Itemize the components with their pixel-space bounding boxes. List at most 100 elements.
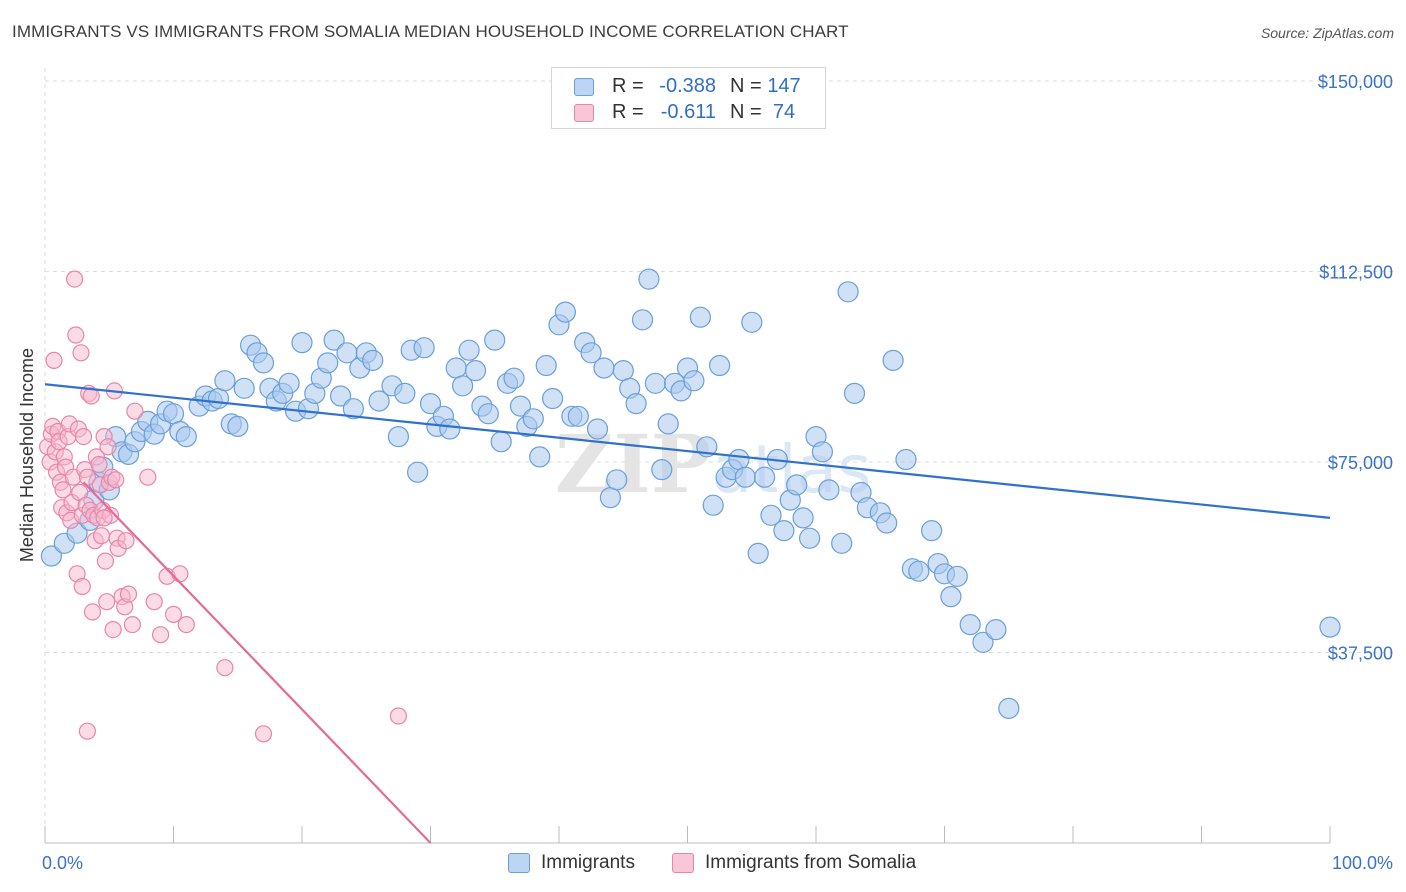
legend-r-value: -0.611 (660, 101, 716, 123)
immigrants-point (484, 329, 506, 351)
immigrants-point (477, 403, 499, 425)
immigrants-point (972, 631, 994, 653)
immigrants-point (580, 342, 602, 364)
immigrants-point (464, 360, 487, 382)
legend-n-value: 147 (767, 75, 801, 97)
immigrants-point (644, 372, 667, 394)
immigrants-point (946, 565, 968, 587)
immigrants-point (753, 466, 776, 488)
somalia-point (126, 402, 144, 420)
immigrants-point (908, 560, 930, 582)
immigrants-point (786, 474, 808, 496)
immigrants-point (625, 393, 647, 415)
series-legend-label: Immigrants (541, 852, 635, 873)
immigrants-point (651, 459, 673, 481)
immigrants-point (40, 545, 63, 567)
y-tick-label: $150,000 (1318, 72, 1393, 92)
somalia-point (164, 605, 183, 624)
legend-swatch-pink (574, 104, 594, 122)
immigrants-point (162, 403, 185, 425)
somalia-point (95, 509, 113, 527)
somalia-point (54, 481, 72, 499)
legend-r-label: R = (612, 101, 644, 123)
immigrants-point (522, 408, 544, 430)
somalia-point (117, 532, 135, 550)
somalia-point (254, 725, 273, 743)
somalia-point (73, 577, 91, 596)
immigrants-point (207, 387, 230, 410)
series-legend-label: Immigrants from Somalia (705, 852, 917, 873)
series-swatch-blue (508, 853, 530, 873)
immigrants-point (368, 390, 390, 412)
immigrants-point (631, 309, 654, 331)
x-tick-label: 0.0% (42, 853, 83, 873)
immigrants-point (606, 469, 628, 491)
legend-r-label: R = (612, 75, 644, 97)
somalia-trend-line (82, 481, 432, 844)
immigrants-point (985, 618, 1007, 641)
immigrants-point (330, 385, 352, 407)
correlation-legend: R = -0.388 N = 147 R = -0.611 N = 74 (551, 67, 826, 129)
immigrants-point (342, 398, 364, 420)
immigrants-point (323, 329, 345, 351)
somalia-point (171, 565, 189, 583)
immigrants-point (638, 268, 660, 290)
immigrants-point (741, 311, 763, 333)
watermark: ZIP atlas (555, 417, 872, 511)
immigrants-point (535, 354, 557, 377)
somalia-point (152, 626, 170, 644)
immigrants-point (439, 418, 461, 440)
immigrants-point (490, 431, 512, 453)
y-axis-label: Median Household Income (17, 348, 37, 562)
series-legend: Immigrants Immigrants from Somalia (0, 851, 1406, 879)
y-tick-label: $37,500 (1328, 644, 1393, 664)
series-swatch-pink (672, 853, 694, 873)
legend-row-somalia: R = -0.611 N = 74 (574, 101, 824, 127)
somalia-point (83, 603, 102, 621)
somalia-point (145, 593, 163, 611)
immigrants-point (831, 532, 853, 554)
immigrants-point (940, 585, 962, 608)
somalia-point (45, 351, 63, 369)
immigrants-point (458, 339, 480, 361)
somalia-point (72, 344, 90, 362)
immigrants-point (419, 393, 442, 415)
immigrants-point (252, 352, 275, 374)
immigrants-point (876, 512, 898, 534)
somalia-point (74, 428, 93, 446)
legend-row-immigrants: R = -0.388 N = 147 (574, 75, 824, 101)
trend-lines (44, 383, 1331, 844)
y-tick-label: $75,000 (1328, 453, 1393, 473)
immigrants-point (503, 367, 525, 389)
immigrants-point (920, 519, 943, 542)
immigrants-point (734, 466, 756, 488)
data-points (38, 268, 1341, 743)
chart-title: IMMIGRANTS VS IMMIGRANTS FROM SOMALIA ME… (12, 22, 849, 41)
immigrants-point (529, 446, 551, 468)
immigrants-point (683, 370, 705, 392)
immigrants-point (233, 377, 255, 399)
immigrants-point (445, 357, 467, 379)
somalia-point (177, 615, 195, 634)
immigrants-point (452, 375, 474, 397)
immigrants-point (1319, 616, 1341, 638)
immigrants-point (818, 479, 840, 501)
immigrants-point (407, 461, 429, 483)
immigrants-point (702, 494, 724, 516)
tick-labels: $37,500 $75,000 $112,500 $150,000 0.0% 100.0%… (17, 72, 1393, 873)
immigrants-point (959, 613, 981, 636)
immigrants-point (278, 372, 300, 394)
immigrants-trend-line (44, 383, 1331, 519)
immigrants-point (387, 426, 409, 448)
immigrants-point (509, 395, 532, 417)
immigrants-point (554, 301, 577, 323)
immigrants-point (413, 337, 435, 359)
immigrants-point (798, 527, 821, 549)
immigrants-point (612, 360, 634, 382)
somalia-point (90, 455, 108, 474)
legend-r-value: -0.388 (659, 75, 716, 97)
immigrants-point (773, 519, 795, 542)
immigrants-point (317, 352, 339, 374)
immigrants-point (895, 448, 917, 471)
